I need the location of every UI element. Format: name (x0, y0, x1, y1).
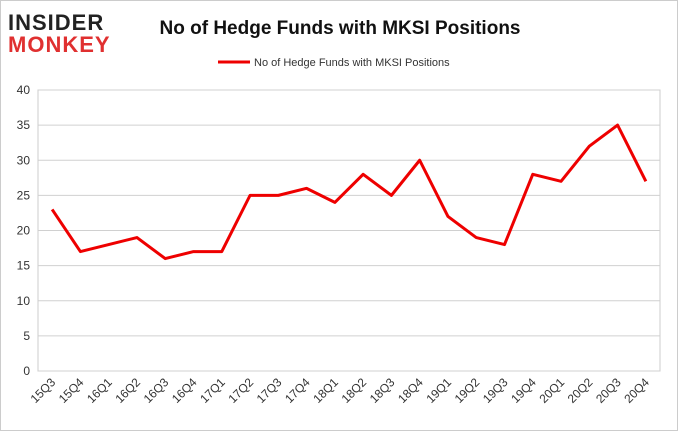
y-tick-label: 40 (17, 83, 31, 97)
logo-top: INSIDER (8, 10, 104, 35)
y-tick-label: 35 (17, 118, 31, 132)
y-tick-label: 15 (17, 259, 31, 273)
y-tick-label: 20 (17, 224, 31, 238)
y-tick-label: 0 (23, 364, 30, 378)
y-tick-label: 30 (17, 153, 31, 167)
legend-label: No of Hedge Funds with MKSI Positions (254, 57, 450, 69)
logo-bottom: MONKEY (8, 32, 111, 57)
chart-title: No of Hedge Funds with MKSI Positions (160, 18, 521, 39)
y-tick-label: 5 (23, 329, 30, 343)
line-series (50, 123, 648, 261)
y-tick-label: 25 (17, 188, 31, 202)
y-tick-label: 10 (17, 294, 31, 308)
